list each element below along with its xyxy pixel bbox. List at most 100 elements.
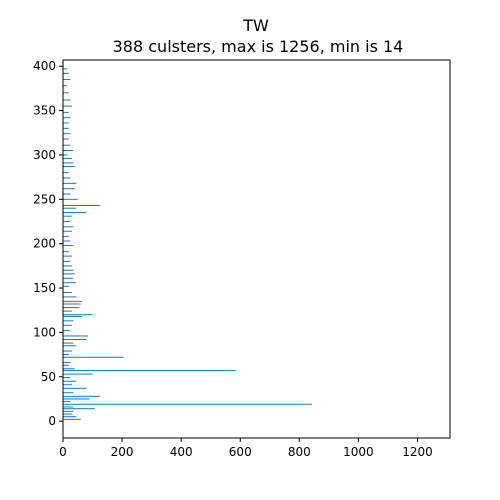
bar <box>63 418 81 420</box>
bar <box>63 303 81 305</box>
bar <box>63 269 74 271</box>
y-tick-label: 100 <box>33 325 56 339</box>
bar <box>63 364 69 366</box>
bar <box>63 350 72 352</box>
bar <box>63 300 83 302</box>
bar <box>63 162 74 164</box>
bar <box>63 370 236 372</box>
y-tick-label: 350 <box>33 104 56 118</box>
bar <box>63 265 72 267</box>
bar <box>63 413 72 415</box>
bar <box>63 285 69 287</box>
bar <box>63 236 69 238</box>
x-tick-label: 800 <box>288 445 311 459</box>
bar <box>63 373 93 375</box>
bar <box>63 68 68 70</box>
bar <box>63 324 72 326</box>
bar <box>63 215 72 217</box>
bar <box>63 260 71 262</box>
bar <box>63 310 72 312</box>
bar <box>63 92 69 94</box>
bar <box>63 406 74 408</box>
bar <box>63 182 77 184</box>
y-tick-label: 250 <box>33 192 56 206</box>
plot-frame <box>62 59 451 439</box>
bar <box>63 315 83 317</box>
chart-title: TW <box>242 16 269 35</box>
x-tick-label: 200 <box>111 445 134 459</box>
bar <box>63 339 87 341</box>
bar <box>63 335 89 337</box>
bar <box>63 277 74 279</box>
x-tick-label: 400 <box>170 445 193 459</box>
chart-subtitle: 388 culsters, max is 1256, min is 14 <box>113 37 404 56</box>
bar <box>63 330 71 332</box>
bar <box>63 380 77 382</box>
bar <box>63 85 68 87</box>
bar <box>63 398 90 400</box>
bar <box>63 368 75 370</box>
bar <box>63 157 72 159</box>
x-tick-label: 0 <box>59 445 67 459</box>
bar <box>63 150 74 152</box>
bar <box>63 133 71 135</box>
bar <box>63 244 74 246</box>
x-tick-label: 600 <box>229 445 252 459</box>
bar <box>63 410 74 412</box>
bar <box>63 79 71 81</box>
x-axis-ticks: 0 200 400 600 800 1000 1200 <box>59 438 433 459</box>
bar <box>63 387 87 389</box>
bar <box>63 296 77 298</box>
x-tick-label: 1200 <box>402 445 433 459</box>
bar <box>63 205 100 207</box>
bar <box>63 188 75 190</box>
y-tick-label: 200 <box>33 237 56 251</box>
bar <box>63 230 72 232</box>
bar <box>63 307 80 309</box>
bar <box>63 138 69 140</box>
bar <box>63 127 69 129</box>
bar <box>63 122 69 124</box>
bar <box>63 392 74 394</box>
bar <box>63 395 100 397</box>
y-tick-label: 400 <box>33 59 56 73</box>
bar <box>63 403 313 405</box>
y-axis-ticks: 0 50 100 150 200 250 300 350 400 <box>33 59 63 428</box>
bar <box>63 282 77 284</box>
bar <box>63 354 69 356</box>
bar <box>63 408 95 410</box>
bar <box>63 165 75 167</box>
bar <box>63 99 71 101</box>
bar <box>63 172 69 174</box>
bar <box>63 207 77 209</box>
bars-group <box>63 68 313 420</box>
bar <box>63 401 71 403</box>
bar <box>63 345 77 347</box>
bar <box>63 240 71 242</box>
bar <box>63 111 69 113</box>
bar <box>63 220 71 222</box>
bar <box>63 356 124 358</box>
y-tick-label: 150 <box>33 281 56 295</box>
bar <box>63 193 71 195</box>
bar <box>63 416 77 418</box>
y-tick-label: 50 <box>41 370 56 384</box>
bar <box>63 273 75 275</box>
bar <box>63 251 69 253</box>
x-tick-label: 1000 <box>343 445 374 459</box>
bar <box>63 105 72 107</box>
bar <box>63 72 69 74</box>
bar <box>63 384 72 386</box>
bar <box>63 362 71 364</box>
bar <box>63 314 93 316</box>
y-tick-label: 300 <box>33 148 56 162</box>
bar <box>63 320 74 322</box>
bar <box>63 212 87 214</box>
bar <box>63 117 71 119</box>
bar <box>63 342 74 344</box>
y-tick-label: 0 <box>48 414 56 428</box>
bar <box>63 377 71 379</box>
bar <box>63 154 68 156</box>
